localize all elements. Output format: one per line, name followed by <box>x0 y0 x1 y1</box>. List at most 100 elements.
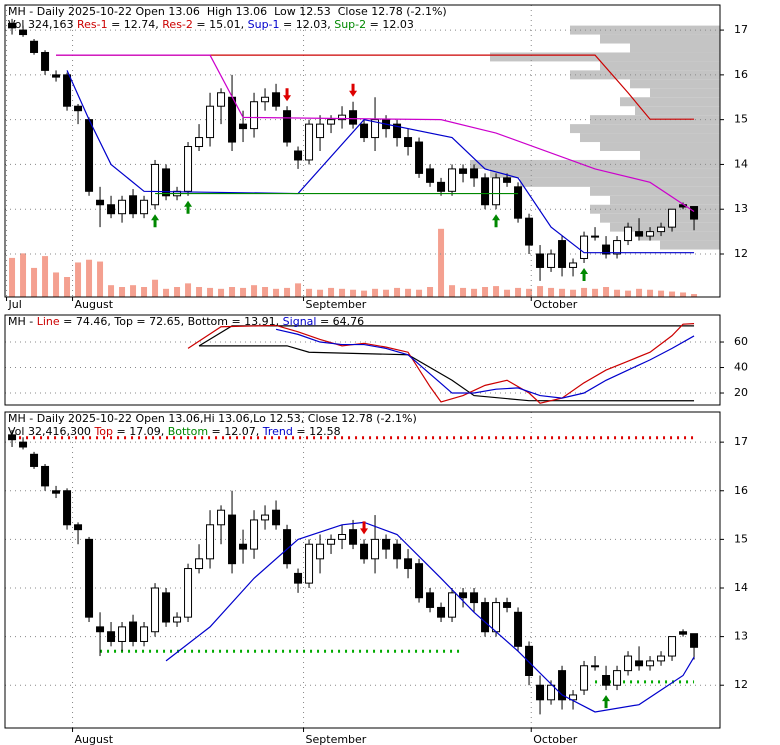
candle-body <box>470 168 479 179</box>
candle-body <box>657 226 666 233</box>
volume-bar <box>691 294 698 297</box>
volume-bar <box>284 287 291 297</box>
candle-body <box>63 74 72 107</box>
candle-body <box>525 217 534 246</box>
candle-body <box>85 119 94 192</box>
candle-body <box>261 96 270 103</box>
candle-body <box>360 123 369 139</box>
volume-bar <box>460 287 467 297</box>
volume-profile-bar <box>600 61 720 71</box>
volume-profile-bar <box>600 34 720 44</box>
header-text: Sup-1 <box>248 18 280 31</box>
candle-body <box>503 177 512 183</box>
volume-profile-bar <box>650 88 720 98</box>
candle-body <box>8 434 17 441</box>
candle-body <box>140 626 149 642</box>
volume-bar <box>229 287 236 297</box>
candle-body <box>52 74 61 78</box>
volume-bar <box>636 288 643 297</box>
candle-body <box>305 123 314 161</box>
panel-frame <box>4 4 721 298</box>
volume-bar <box>559 288 566 297</box>
volume-bar <box>581 287 588 297</box>
x-tick-label: Jul <box>8 298 22 311</box>
volume-bar <box>108 285 115 297</box>
volume-bar <box>372 288 379 297</box>
candle-body <box>184 568 193 618</box>
candle-body <box>514 186 523 219</box>
volume-profile-bar <box>570 124 720 134</box>
panel-frame <box>4 314 721 406</box>
header-text: Bottom <box>168 425 208 438</box>
volume-profile-bar <box>640 231 720 241</box>
candle-body <box>19 29 28 36</box>
candle-body <box>613 670 622 686</box>
candle-body <box>294 572 303 584</box>
candle-body <box>19 441 28 448</box>
header-line: MH - Daily 2025-10-22 Open 13.06,Hi 13.0… <box>8 412 417 425</box>
indicator-line <box>187 322 695 404</box>
y-tick-label: 20 <box>734 386 748 399</box>
candle-body <box>96 626 105 633</box>
volume-bar <box>625 290 632 297</box>
candle-body <box>173 616 182 623</box>
y-tick-label: 15 <box>734 532 748 545</box>
x-tick-label: October <box>533 298 577 311</box>
volume-bar <box>614 289 621 297</box>
header-text: = 12.58 <box>293 425 341 438</box>
volume-profile-bar <box>630 43 720 53</box>
candle-body <box>525 645 534 676</box>
candle-body <box>459 168 468 174</box>
candle-body <box>272 92 281 107</box>
candle-body <box>349 110 358 125</box>
candle-body <box>569 694 578 701</box>
volume-bar <box>174 287 181 297</box>
candle-body <box>470 592 479 604</box>
candle-body <box>316 543 325 560</box>
volume-bar <box>240 287 247 297</box>
candle-body <box>580 235 589 259</box>
volume-profile-bar <box>635 106 720 116</box>
volume-bar <box>361 290 368 297</box>
y-tick-label: 60 <box>734 335 748 348</box>
candle-body <box>195 137 204 148</box>
sell-signal-arrow <box>283 88 292 102</box>
candle-body <box>283 110 292 143</box>
y-tick-label: 16 <box>734 68 748 81</box>
candle-body <box>624 226 633 242</box>
candle-body <box>206 105 215 139</box>
header-text: = 12.07, <box>208 425 263 438</box>
volume-bar <box>383 289 390 297</box>
candle-body <box>591 665 600 668</box>
x-tick-label: August <box>75 298 114 311</box>
candle-body <box>129 621 138 642</box>
indicator-line <box>165 521 695 713</box>
candle-body <box>448 592 457 618</box>
volume-bar <box>471 288 478 297</box>
volume-bar <box>9 257 16 297</box>
volume-profile-bar <box>600 142 720 151</box>
candle-body <box>316 123 325 139</box>
candle-body <box>371 538 380 560</box>
volume-profile-bar <box>580 133 720 143</box>
header-text: = 64.76 <box>316 315 364 328</box>
candle-body <box>602 244 611 255</box>
volume-bar <box>185 283 192 297</box>
volume-bar <box>218 288 225 297</box>
candle-body <box>338 114 347 121</box>
candle-body <box>646 660 655 667</box>
candle-body <box>690 633 699 648</box>
candle-body <box>162 168 171 197</box>
volume-bar <box>339 288 346 297</box>
candle-body <box>85 538 94 618</box>
y-tick-label: 13 <box>734 630 748 643</box>
candle-body <box>228 96 237 143</box>
candle-body <box>371 119 380 139</box>
volume-bar <box>515 287 522 297</box>
candle-body <box>250 101 259 130</box>
volume-bar <box>262 287 269 297</box>
y-tick-label: 12 <box>734 678 748 691</box>
candle-body <box>74 524 83 531</box>
candle-body <box>8 22 17 29</box>
volume-profile-bar <box>590 186 720 196</box>
